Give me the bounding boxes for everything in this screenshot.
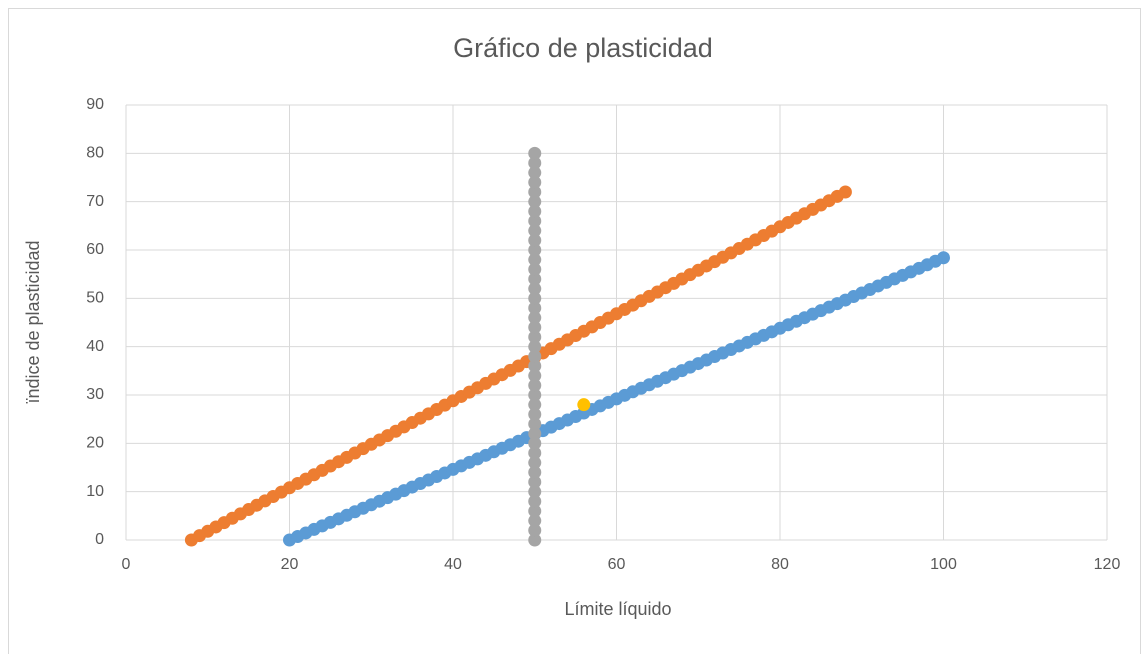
point [577,398,591,412]
chart-title: Gráfico de plasticidad [453,33,713,63]
point [528,156,542,170]
point [528,359,542,373]
y-tick-label: 0 [95,531,104,548]
point [528,456,542,470]
point [528,146,542,160]
point [528,514,542,528]
x-tick-label: 80 [771,556,789,573]
point [528,253,542,267]
point [528,272,542,286]
point [528,301,542,315]
point [528,427,542,441]
point [528,378,542,392]
point [528,504,542,518]
x-tick-label: 40 [444,556,462,573]
point [528,166,542,180]
point [937,251,950,265]
point [528,175,542,189]
point [528,523,542,537]
x-axis-label: Límite líquido [564,599,671,619]
y-axis-label: ïndice de plasticidad [23,240,43,403]
point [528,349,542,363]
point [528,340,542,354]
point [528,369,542,383]
point [528,407,542,421]
point [528,465,542,479]
point [528,485,542,499]
point [528,224,542,238]
point [838,185,852,199]
point [528,446,542,460]
y-tick-label: 70 [86,193,104,210]
point [528,398,542,412]
point [528,204,542,218]
point [528,494,542,508]
point [528,436,542,450]
y-tick-label: 80 [86,145,104,162]
point [528,417,542,431]
point [528,243,542,257]
point [528,282,542,296]
x-tick-label: 60 [608,556,626,573]
point [528,262,542,276]
y-tick-label: 40 [86,338,104,355]
point [528,195,542,209]
y-tick-label: 60 [86,241,104,258]
point [528,320,542,334]
point [528,475,542,489]
point [528,185,542,199]
y-tick-label: 10 [86,483,104,500]
x-tick-label: 120 [1094,556,1121,573]
point [528,330,542,344]
point [528,233,542,247]
y-tick-label: 90 [86,96,104,113]
point [528,533,542,547]
x-tick-label: 0 [122,556,131,573]
y-tick-label: 30 [86,386,104,403]
point [528,214,542,228]
x-tick-label: 100 [930,556,957,573]
point [528,388,542,402]
point [528,311,542,325]
x-tick-label: 20 [281,556,299,573]
point [528,291,542,305]
y-tick-label: 50 [86,290,104,307]
y-tick-label: 20 [86,435,104,452]
